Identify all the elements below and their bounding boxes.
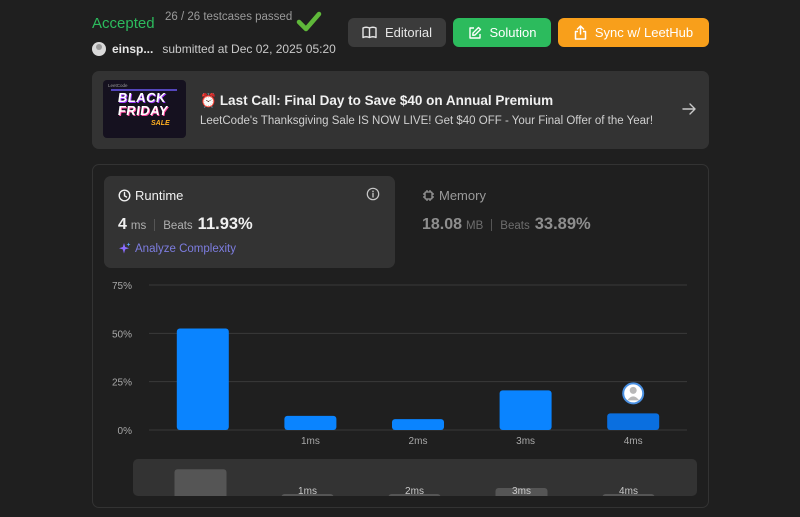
analyze-complexity-link[interactable]: Analyze Complexity bbox=[118, 242, 236, 255]
status-accepted: Accepted bbox=[92, 15, 155, 32]
runtime-distribution-chart: 0% 25% 50% 75% 1ms 2ms 3ms 4ms bbox=[112, 281, 687, 447]
chart-bar[interactable] bbox=[499, 390, 552, 430]
scrubber-bar bbox=[281, 494, 334, 496]
solution-button[interactable]: Solution bbox=[453, 18, 551, 47]
scrubber-label: 2ms bbox=[405, 486, 424, 496]
memory-title-label: Memory bbox=[439, 188, 486, 203]
runtime-beats-label: Beats bbox=[163, 220, 193, 232]
scrubber-bar bbox=[602, 494, 655, 496]
editorial-button[interactable]: Editorial bbox=[348, 18, 446, 47]
black-friday-image: LeetCode BLACK FRIDAY SALE bbox=[103, 80, 186, 138]
scrubber-label: 3ms bbox=[512, 486, 531, 496]
testcases-passed: 26 / 26 testcases passed bbox=[165, 11, 293, 23]
memory-card[interactable]: Memory 18.08 MB Beats 33.89% bbox=[408, 176, 699, 268]
memory-beats-pct: 33.89% bbox=[534, 215, 591, 233]
y-tick-label: 0% bbox=[118, 426, 133, 437]
x-tick-label: 4ms bbox=[624, 436, 643, 447]
editorial-label: Editorial bbox=[385, 25, 432, 40]
username[interactable]: einsp... bbox=[112, 42, 154, 56]
info-icon[interactable] bbox=[366, 187, 380, 201]
sparkle-icon bbox=[119, 242, 131, 254]
runtime-title: Runtime bbox=[118, 188, 183, 203]
scrubber-label: 1ms bbox=[298, 486, 317, 496]
y-tick-label: 25% bbox=[112, 378, 132, 389]
promo-banner[interactable]: LeetCode BLACK FRIDAY SALE ⏰ Last Call: F… bbox=[92, 71, 709, 149]
promo-sale: SALE bbox=[151, 120, 170, 127]
memory-unit: MB bbox=[466, 220, 484, 232]
chip-icon bbox=[423, 190, 434, 201]
memory-stats: 18.08 MB Beats 33.89% bbox=[422, 215, 591, 234]
banner-subtitle: LeetCode's Thanksgiving Sale IS NOW LIVE… bbox=[200, 115, 654, 127]
memory-title: Memory bbox=[422, 188, 486, 203]
check-icon bbox=[296, 11, 322, 32]
book-icon bbox=[362, 26, 377, 39]
chart-bar[interactable] bbox=[284, 415, 337, 430]
submitter-row: einsp... submitted at Dec 02, 2025 05:20 bbox=[92, 41, 336, 57]
clock-icon bbox=[118, 189, 131, 202]
sync-label: Sync w/ LeetHub bbox=[594, 25, 694, 40]
promo-decoration bbox=[111, 89, 177, 91]
runtime-unit: ms bbox=[130, 220, 147, 232]
scrubber-bar bbox=[174, 469, 227, 496]
runtime-title-label: Runtime bbox=[135, 188, 184, 203]
x-tick-label: 3ms bbox=[516, 436, 535, 447]
runtime-value: 4 bbox=[118, 216, 127, 233]
analyze-label: Analyze Complexity bbox=[135, 242, 236, 255]
runtime-card[interactable]: Runtime 4 ms Beats 11.93% Analyze Comple… bbox=[104, 176, 395, 268]
chart-bar[interactable] bbox=[392, 419, 444, 430]
user-avatar-head bbox=[629, 386, 637, 394]
arrow-right-icon[interactable] bbox=[682, 102, 696, 116]
avatar[interactable] bbox=[92, 42, 106, 56]
submitted-time: submitted at Dec 02, 2025 05:20 bbox=[162, 42, 336, 56]
share-icon bbox=[574, 25, 587, 40]
scrubber-label: 4ms bbox=[619, 486, 638, 496]
banner-title-text: Last Call: Final Day to Save $40 on Annu… bbox=[219, 93, 554, 108]
divider bbox=[491, 218, 493, 231]
solution-label: Solution bbox=[489, 25, 537, 40]
user-avatar-body bbox=[627, 396, 640, 401]
x-tick-label: 2ms bbox=[409, 436, 428, 447]
y-tick-label: 50% bbox=[112, 329, 132, 340]
chart-range-scrubber[interactable]: 1ms 2ms 3ms 4ms bbox=[133, 459, 697, 496]
divider bbox=[154, 218, 156, 231]
y-tick-label: 75% bbox=[112, 281, 132, 292]
scrubber-bar bbox=[388, 494, 441, 496]
memory-beats-label: Beats bbox=[500, 220, 530, 232]
memory-value: 18.08 bbox=[422, 216, 463, 233]
promo-friday: FRIDAY bbox=[116, 103, 170, 118]
chart-bar[interactable] bbox=[176, 328, 229, 431]
edit-icon bbox=[468, 26, 481, 39]
x-tick-label: 1ms bbox=[301, 436, 320, 447]
runtime-stats: 4 ms Beats 11.93% bbox=[118, 215, 253, 234]
chart-bar[interactable] bbox=[607, 413, 660, 430]
alarm-clock-icon: ⏰ bbox=[200, 93, 217, 108]
sync-leethub-button[interactable]: Sync w/ LeetHub bbox=[558, 18, 709, 47]
promo-brand: LeetCode bbox=[108, 83, 128, 88]
runtime-beats-pct: 11.93% bbox=[197, 215, 253, 233]
banner-title: ⏰ Last Call: Final Day to Save $40 on Ann… bbox=[200, 93, 553, 109]
scrubber-bar bbox=[495, 487, 548, 496]
